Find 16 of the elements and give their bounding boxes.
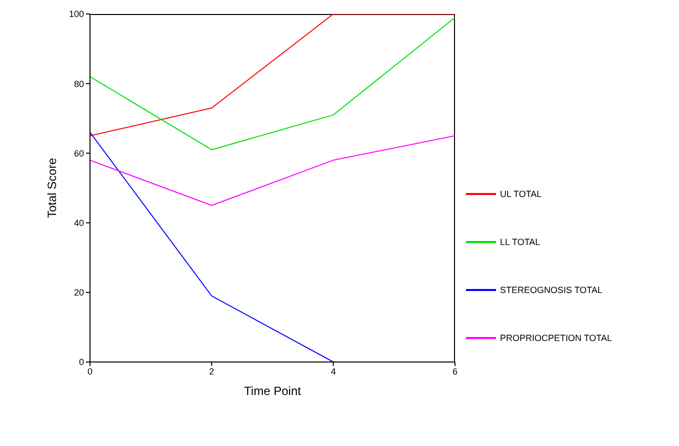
legend-label: UL TOTAL: [500, 189, 542, 199]
y-tick-label: 80: [74, 78, 84, 89]
legend-label: PROPRIOCPETION TOTAL: [500, 333, 612, 343]
x-tick-label: 2: [209, 366, 214, 376]
y-axis-title: Total Score: [45, 158, 59, 218]
x-axis-title: Time Point: [244, 384, 301, 398]
x-tick-label: 6: [452, 366, 458, 376]
x-tick-label: 0: [87, 366, 93, 376]
legend-label: LL TOTAL: [500, 237, 540, 247]
y-tick-label: 20: [74, 288, 84, 298]
legend-label: STEREOGNOSIS TOTAL: [500, 285, 603, 295]
y-tick-label: 0: [78, 357, 84, 368]
y-tick-label: 40: [74, 218, 84, 228]
y-tick-label: 60: [74, 148, 84, 158]
x-tick-label: 4: [330, 366, 336, 376]
y-tick-label: 100: [68, 9, 84, 20]
